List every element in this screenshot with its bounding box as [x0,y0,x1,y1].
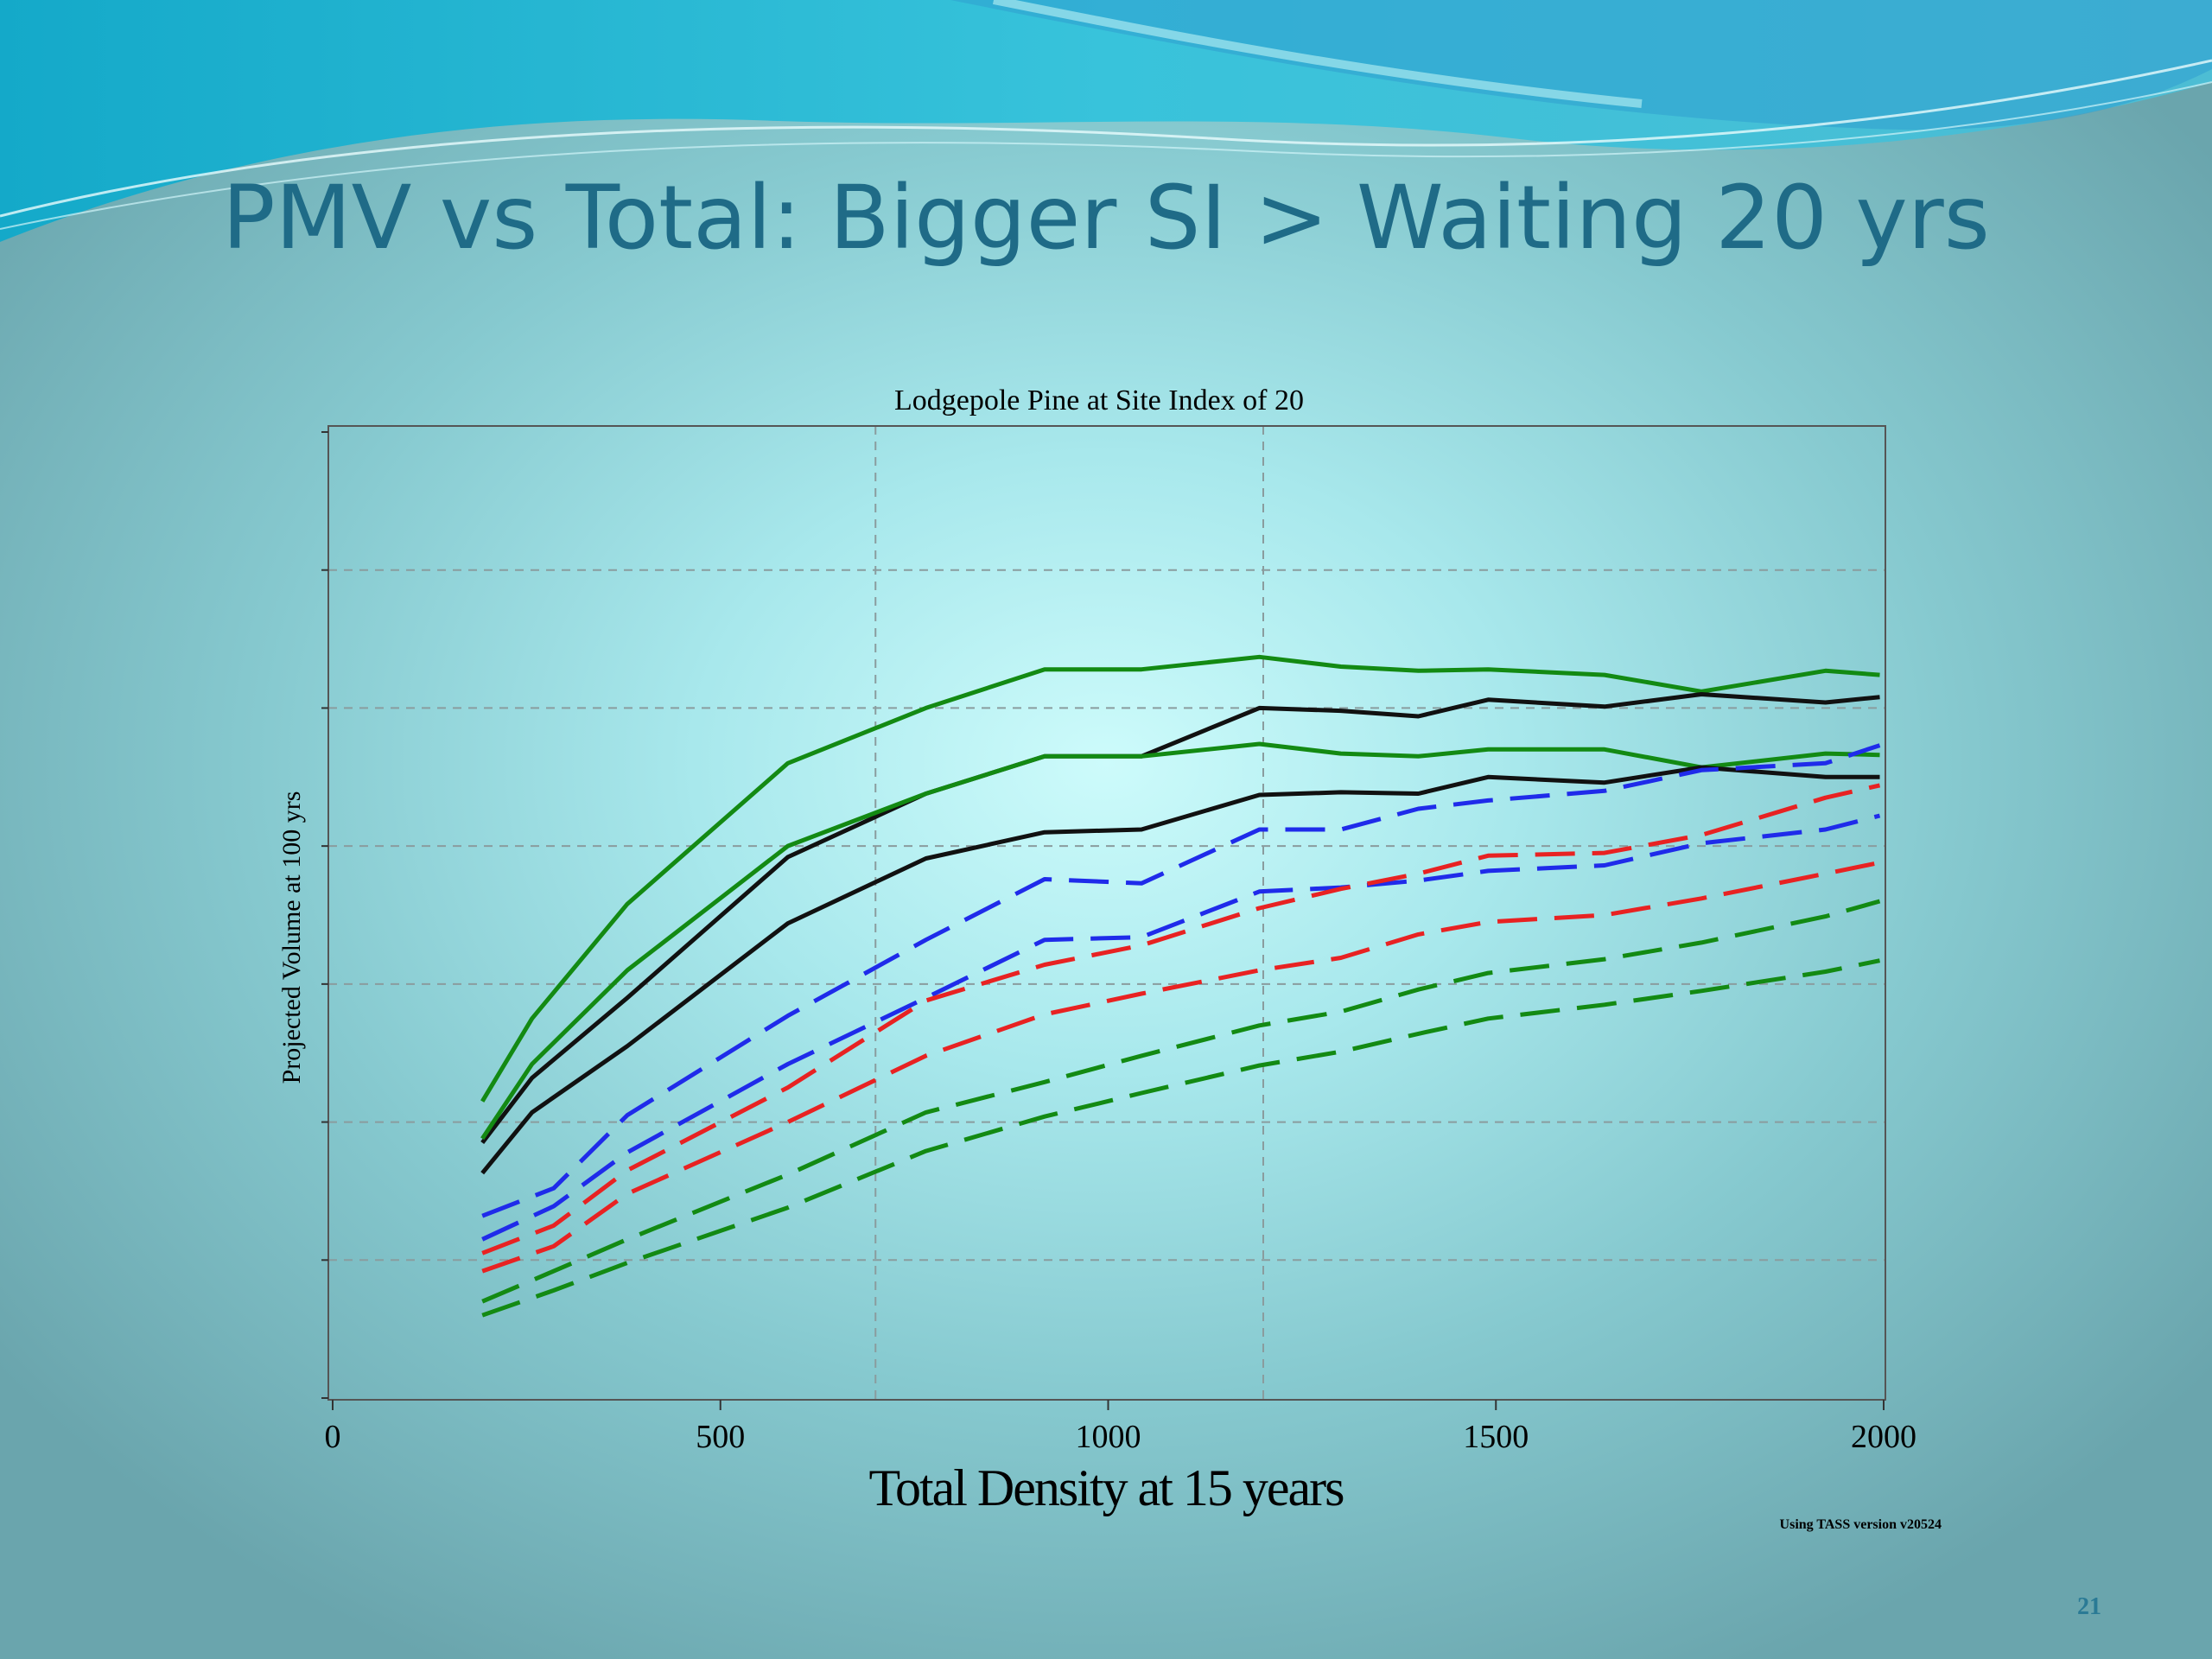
wave-header-decoration [0,0,2212,242]
series-line-7 [481,860,1880,1274]
y-axis-label: Projected Volume at 100 yrs [277,791,306,1084]
x-tick-label-2: 1000 [1076,1419,1141,1455]
series-line-4 [481,743,1881,1218]
grid-lines [328,426,1885,1400]
x-tick-label-4: 2000 [1851,1419,1916,1455]
slide-title: PMV vs Total: Bigger SI > Waiting 20 yrs [222,167,1990,270]
series-line-2 [480,741,1880,1141]
plot-frame [327,425,1886,1401]
source-note: Using TASS version v20524 [1780,1517,1942,1532]
series-line-9 [481,958,1880,1318]
x-tick-label-3: 1500 [1463,1419,1529,1455]
series-line-6 [481,783,1881,1255]
series-line-5 [481,813,1881,1242]
series-line-3 [480,765,1880,1175]
x-tick-label-1: 500 [696,1419,745,1455]
series-lines [480,654,1881,1318]
chart-title: Lodgepole Pine at Site Index of 20 [894,385,1304,416]
series-line-0 [480,654,1880,1103]
x-axis-label: Total Density at 15 years [869,1459,1344,1516]
axes: 0 500 1000 1500 2000 [321,431,1916,1455]
page-number: 21 [2077,1593,2101,1620]
series-line-8 [481,899,1881,1304]
series-line-1 [480,692,1880,1145]
x-tick-label-0: 0 [325,1419,341,1455]
